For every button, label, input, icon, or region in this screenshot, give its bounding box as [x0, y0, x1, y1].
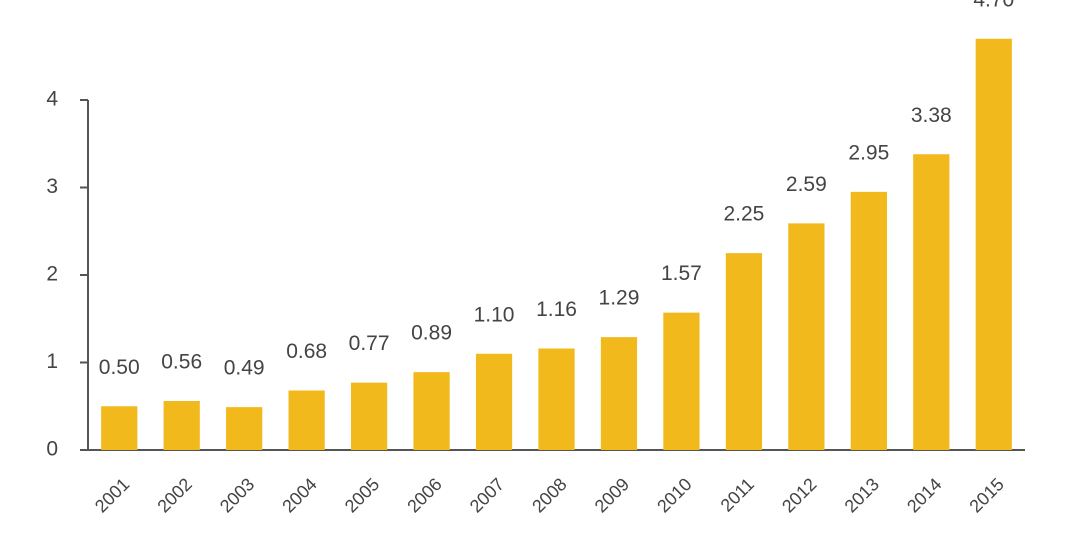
bar [226, 407, 263, 450]
x-tick-label: 2006 [403, 474, 445, 516]
value-label: 0.68 [286, 340, 327, 363]
bar [538, 348, 575, 450]
value-label: 0.89 [411, 322, 452, 345]
x-tick-label: 2012 [778, 474, 820, 516]
value-label: 0.50 [99, 356, 140, 379]
value-label: 4.70 [973, 0, 1014, 11]
bar [725, 253, 763, 450]
y-tick-label: 2 [46, 263, 58, 286]
bar [413, 372, 450, 450]
bar [913, 154, 950, 450]
bar [101, 406, 138, 450]
x-tick-label: 2011 [717, 474, 759, 516]
bar [288, 390, 325, 450]
y-tick-label: 0 [46, 438, 58, 461]
value-label: 1.57 [661, 262, 702, 285]
bar [163, 401, 200, 450]
value-label: 1.16 [536, 298, 577, 321]
bar [975, 38, 1012, 450]
x-tick-label: 2008 [528, 474, 570, 516]
y-tick-label: 4 [46, 88, 58, 111]
value-label: 3.38 [911, 104, 952, 127]
x-tick-label: 2010 [653, 474, 695, 516]
value-label: 2.25 [723, 203, 764, 226]
bar [600, 337, 638, 450]
value-label: 2.95 [848, 141, 889, 164]
x-tick-label: 2003 [216, 474, 258, 516]
value-label: 0.49 [224, 357, 265, 380]
bar [850, 191, 887, 450]
x-tick-label: 2009 [591, 474, 633, 516]
value-label: 0.77 [349, 332, 390, 355]
value-label: 1.10 [474, 303, 515, 326]
x-tick-label: 2013 [841, 474, 883, 516]
y-tick-label: 3 [46, 175, 58, 198]
value-label: 1.29 [599, 287, 640, 310]
bar [788, 223, 825, 450]
bar [475, 353, 513, 450]
x-tick-label: 2005 [341, 474, 383, 516]
x-tick-label: 2004 [278, 474, 320, 516]
bar [350, 382, 388, 450]
x-tick-label: 2015 [965, 474, 1007, 516]
x-tick-label: 2001 [91, 474, 133, 516]
bar [663, 312, 700, 450]
value-label: 2.59 [786, 173, 827, 196]
y-tick-label: 1 [46, 350, 58, 373]
x-tick-label: 2007 [466, 474, 508, 516]
x-tick-label: 2014 [903, 474, 945, 516]
x-tick-label: 2002 [153, 474, 195, 516]
value-label: 0.56 [161, 351, 202, 374]
